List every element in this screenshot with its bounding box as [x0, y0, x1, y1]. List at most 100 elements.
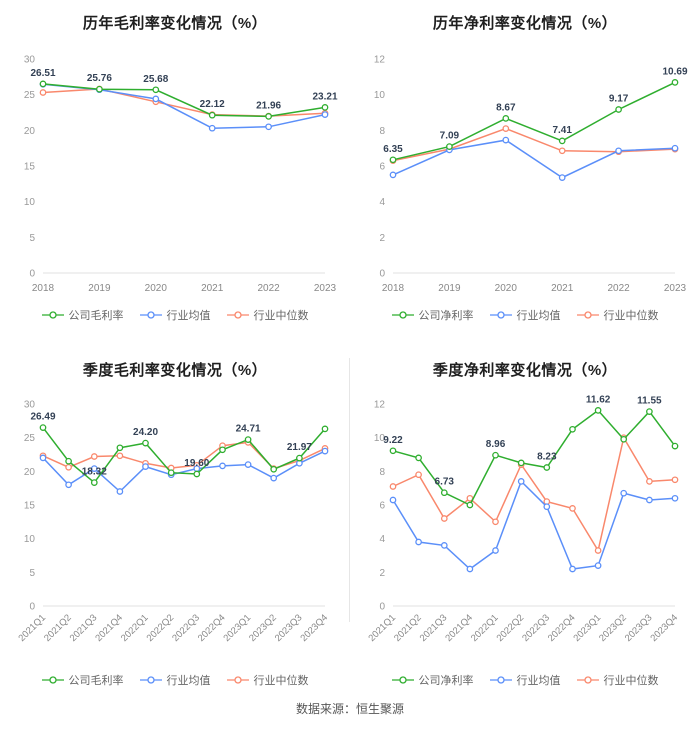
- svg-text:2022Q1: 2022Q1: [119, 612, 151, 644]
- svg-text:2021Q3: 2021Q3: [418, 612, 450, 644]
- legend-marker-icon: [576, 311, 599, 319]
- legend-marker-icon: [489, 676, 512, 684]
- svg-text:8.96: 8.96: [486, 439, 506, 450]
- annual-gross-margin-chart: 0 5 10 15 20 25 30 2018 2019 2020 2021 2022 2023 26.5…: [24, 55, 338, 295]
- annual-net-margin-chart: 0 2 4 6 8 10 12 2018 2019 2020 2021 2022 2023 6.35 7.0…: [374, 55, 688, 295]
- svg-text:26.51: 26.51: [30, 68, 55, 79]
- chart-title-quarterly-gross-margin: 季度毛利率变化情况（%）: [82, 362, 268, 379]
- svg-text:10: 10: [374, 90, 386, 101]
- svg-text:21.97: 21.97: [287, 442, 312, 453]
- chart-legend: 公司毛利率 行业均值 行业中位数: [41, 672, 309, 688]
- legend-marker-icon: [576, 676, 599, 684]
- svg-text:6: 6: [379, 501, 385, 512]
- svg-text:20: 20: [24, 467, 36, 478]
- svg-text:6.35: 6.35: [383, 144, 403, 155]
- svg-text:25.76: 25.76: [87, 73, 112, 84]
- svg-text:19.60: 19.60: [184, 458, 209, 469]
- quarterly-gross-margin-chart: 0510152025302021Q12021Q22021Q32021Q42022…: [16, 400, 330, 645]
- svg-text:20: 20: [24, 126, 36, 137]
- svg-text:2021Q2: 2021Q2: [392, 612, 424, 644]
- svg-text:15: 15: [24, 501, 36, 512]
- svg-text:2021Q1: 2021Q1: [16, 612, 48, 644]
- charts-grid: 历年毛利率变化情况（%） 0 5 10 15 20 25 30 2018 2019 2020 202…: [0, 15, 700, 690]
- legend-marker-icon: [489, 311, 512, 319]
- svg-text:2: 2: [379, 568, 385, 579]
- legend-item: 公司毛利率: [41, 672, 124, 688]
- data-source-note: 数据来源：恒生聚源: [295, 702, 404, 716]
- legend-item: 行业均值: [139, 672, 211, 688]
- svg-text:2023Q1: 2023Q1: [222, 612, 254, 644]
- svg-text:25: 25: [24, 433, 36, 444]
- svg-text:2021Q3: 2021Q3: [68, 612, 100, 644]
- legend-label: 行业均值: [166, 675, 211, 687]
- svg-text:0: 0: [29, 269, 35, 280]
- chart-title-annual-net-margin: 历年净利率变化情况（%）: [432, 15, 618, 32]
- svg-text:12: 12: [374, 55, 386, 66]
- svg-text:2020: 2020: [145, 283, 168, 294]
- svg-text:0: 0: [29, 602, 35, 613]
- svg-text:2021: 2021: [201, 283, 224, 294]
- svg-text:22.12: 22.12: [200, 99, 225, 110]
- svg-text:2023: 2023: [664, 283, 687, 294]
- svg-text:2019: 2019: [438, 283, 461, 294]
- svg-text:10.69: 10.69: [662, 66, 687, 77]
- svg-text:2021Q4: 2021Q4: [443, 612, 475, 644]
- svg-text:2022Q1: 2022Q1: [469, 612, 501, 644]
- svg-text:2023Q2: 2023Q2: [247, 612, 279, 644]
- svg-text:2023Q4: 2023Q4: [648, 612, 680, 644]
- svg-text:30: 30: [24, 400, 36, 411]
- svg-text:2022Q3: 2022Q3: [170, 612, 202, 644]
- legend-item: 公司净利率: [391, 672, 474, 688]
- svg-text:2018: 2018: [382, 283, 405, 294]
- legend-item: 公司净利率: [391, 307, 474, 323]
- svg-text:10: 10: [374, 433, 386, 444]
- svg-text:2021Q2: 2021Q2: [42, 612, 74, 644]
- panel-quarterly-net-margin: 季度净利率变化情况（%） 0 2 4 6 8 10 12 2021Q1 2021Q2 2021Q3…: [350, 347, 700, 690]
- svg-text:2022Q4: 2022Q4: [196, 612, 228, 644]
- legend-marker-icon: [391, 311, 414, 319]
- svg-text:10: 10: [24, 197, 36, 208]
- legend-marker-icon: [226, 676, 249, 684]
- chart-legend: 公司净利率 行业均值 行业中位数: [391, 307, 659, 323]
- svg-text:25.68: 25.68: [143, 74, 168, 85]
- legend-label: 行业中位数: [603, 310, 659, 322]
- svg-text:2022: 2022: [607, 283, 630, 294]
- svg-text:11.55: 11.55: [637, 396, 662, 407]
- legend-label: 行业中位数: [603, 675, 659, 687]
- svg-text:5: 5: [29, 568, 35, 579]
- svg-text:2023Q4: 2023Q4: [298, 612, 330, 644]
- legend-label: 行业中位数: [253, 675, 309, 687]
- svg-text:4: 4: [379, 534, 385, 545]
- chart-legend: 公司净利率 行业均值 行业中位数: [391, 672, 659, 688]
- svg-text:8: 8: [379, 467, 385, 478]
- svg-text:2022Q2: 2022Q2: [145, 612, 177, 644]
- svg-text:6: 6: [379, 162, 385, 173]
- svg-text:2022Q4: 2022Q4: [546, 612, 578, 644]
- legend-label: 行业均值: [516, 310, 561, 322]
- svg-text:26.49: 26.49: [30, 412, 55, 423]
- legend-item: 行业中位数: [226, 672, 309, 688]
- legend-item: 行业均值: [139, 307, 211, 323]
- legend-marker-icon: [41, 311, 64, 319]
- svg-text:7.41: 7.41: [552, 125, 572, 136]
- chart-title-annual-gross-margin: 历年毛利率变化情况（%）: [82, 15, 268, 32]
- legend-marker-icon: [41, 676, 64, 684]
- svg-text:24.71: 24.71: [236, 424, 261, 435]
- svg-text:0: 0: [379, 602, 385, 613]
- svg-text:21.96: 21.96: [256, 100, 281, 111]
- svg-text:15: 15: [24, 162, 36, 173]
- legend-label: 公司毛利率: [68, 675, 124, 687]
- legend-item: 行业中位数: [576, 672, 659, 688]
- legend-item: 行业中位数: [226, 307, 309, 323]
- svg-text:2020: 2020: [495, 283, 518, 294]
- svg-text:2023Q2: 2023Q2: [597, 612, 629, 644]
- svg-text:2022Q2: 2022Q2: [495, 612, 527, 644]
- legend-marker-icon: [226, 311, 249, 319]
- svg-text:2023Q3: 2023Q3: [273, 612, 305, 644]
- svg-text:9.17: 9.17: [609, 93, 629, 104]
- chart-title-quarterly-net-margin: 季度净利率变化情况（%）: [432, 362, 618, 379]
- svg-text:9.22: 9.22: [383, 435, 403, 446]
- legend-marker-icon: [139, 676, 162, 684]
- panel-quarterly-gross-margin: 季度毛利率变化情况（%） 0 5 10 15 20 25 30 2021Q1 2021Q2 202…: [0, 347, 350, 690]
- svg-text:8.67: 8.67: [496, 102, 516, 113]
